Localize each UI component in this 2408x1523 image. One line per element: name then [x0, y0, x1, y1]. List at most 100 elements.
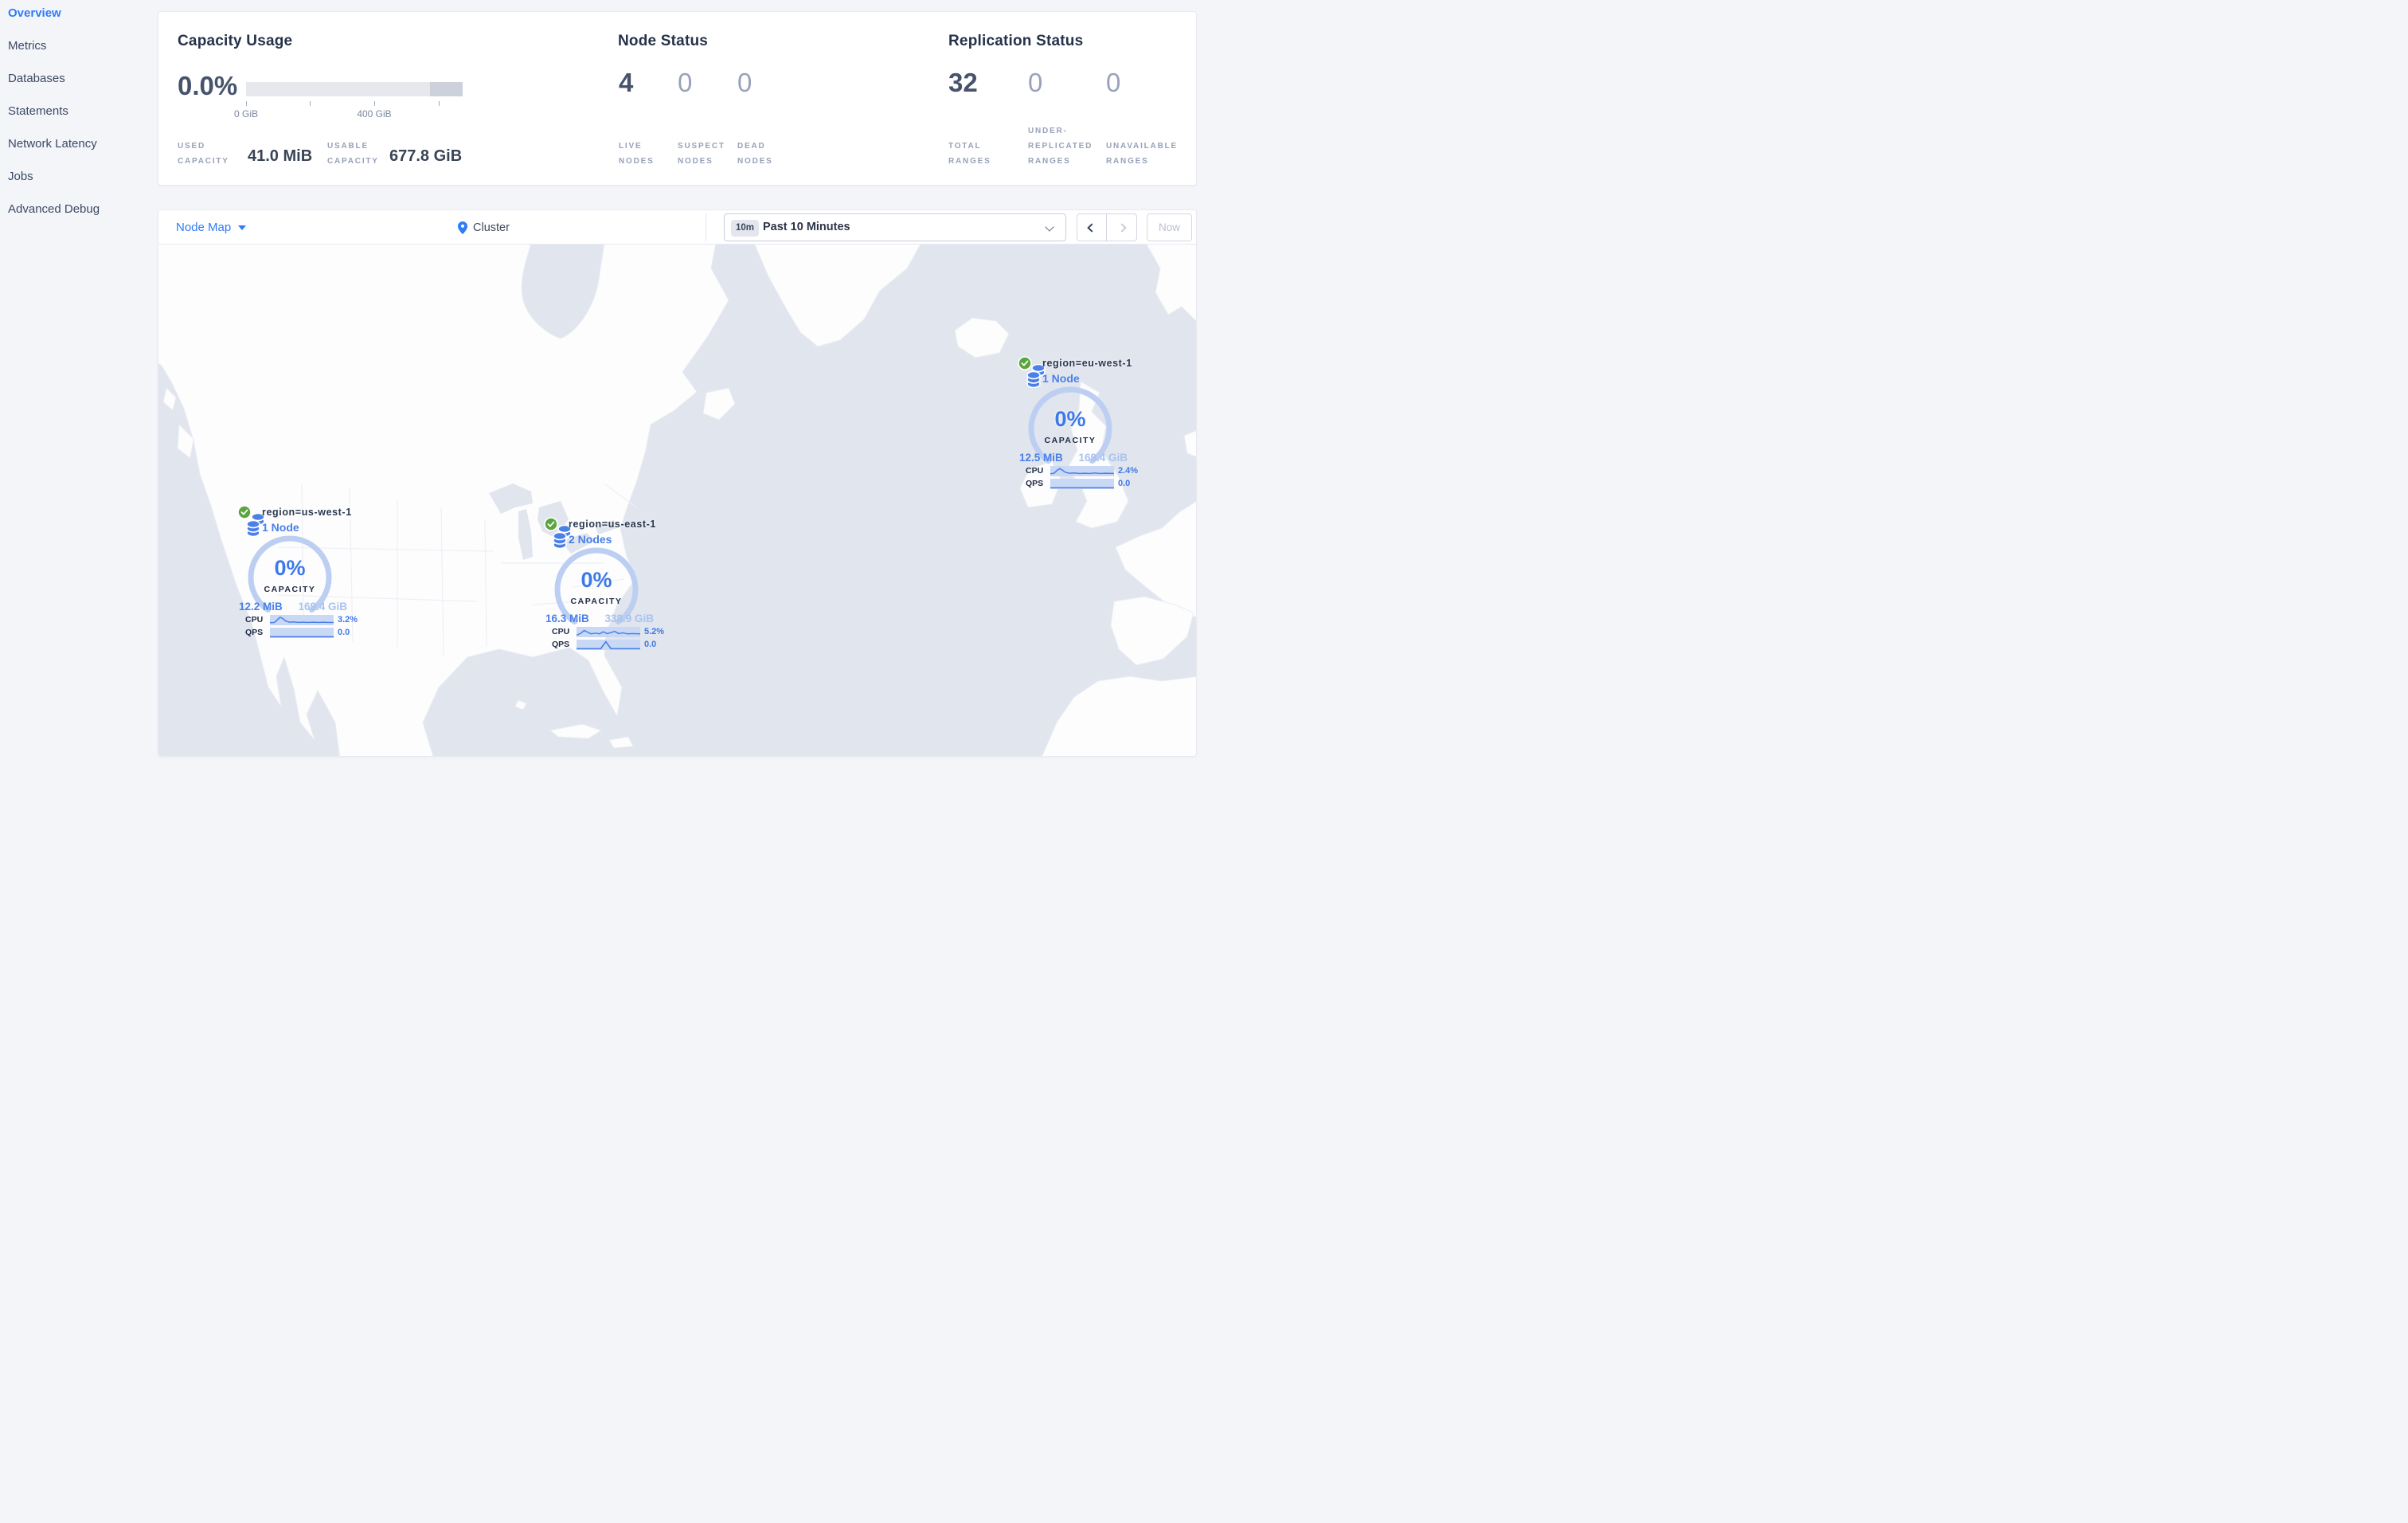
region-label: region=us-east-1: [569, 519, 656, 530]
node-count-label[interactable]: 1 Node: [262, 521, 299, 534]
chevron-down-icon: [238, 225, 247, 231]
cpu-label: CPU: [1026, 466, 1044, 476]
dead-nodes-value: 0: [737, 68, 752, 97]
capacity-usage-bar: [246, 82, 463, 96]
node-count-label[interactable]: 1 Node: [1042, 372, 1080, 385]
dead-nodes-label: DEAD NODES: [737, 142, 773, 166]
capacity-axis-tick: [439, 101, 440, 106]
total-value: 338.9 GiB: [604, 613, 654, 624]
qps-value: 0.0: [338, 628, 350, 637]
total-ranges-value: 32: [948, 68, 978, 97]
map-pin-icon: [458, 221, 467, 234]
suspect-nodes-value: 0: [678, 68, 693, 97]
cpu-sparkline: [269, 615, 334, 625]
database-nodes-icon: [246, 513, 265, 537]
now-button[interactable]: Now: [1147, 213, 1192, 241]
total-value: 169.4 GiB: [1078, 452, 1128, 464]
cpu-sparkline: [1050, 466, 1115, 476]
chevron-right-icon: [1116, 222, 1127, 233]
used-value: 12.5 MiB: [1019, 452, 1063, 464]
view-selector[interactable]: Node Map: [176, 210, 247, 245]
unavailable-ranges-label: UNAVAILABLE RANGES: [1106, 142, 1178, 166]
database-nodes-icon: [553, 525, 572, 549]
live-nodes-label: LIVE NODES: [619, 142, 655, 166]
qps-label: QPS: [245, 628, 264, 637]
sidebar-item-overview[interactable]: Overview: [8, 6, 61, 20]
capacity-values: 16.3 MiB 338.9 GiB: [545, 613, 654, 624]
time-nav-buttons: [1077, 213, 1137, 241]
usable-capacity-label: USABLE CAPACITY: [327, 142, 379, 166]
healthy-check-icon: [237, 505, 252, 519]
world-map: [158, 245, 1196, 756]
capacity-axis-label-0: 0 GiB: [233, 108, 258, 119]
cpu-value: 5.2%: [644, 627, 665, 636]
breadcrumb-label: Cluster: [473, 221, 510, 234]
capacity-values: 12.2 MiB 169.4 GiB: [239, 601, 347, 613]
node-map-card: Node Map Cluster 10m Past 10 Minutes Now: [158, 209, 1197, 757]
sidebar-item-statements[interactable]: Statements: [8, 104, 68, 118]
sidebar-item-databases[interactable]: Databases: [8, 72, 65, 85]
used-capacity-value: 41.0 MiB: [248, 147, 313, 165]
capacity-caption: CAPACITY: [1044, 436, 1096, 445]
sidebar-item-network-latency[interactable]: Network Latency: [8, 137, 97, 151]
capacity-axis-tick: [246, 101, 247, 106]
used-value: 16.3 MiB: [545, 613, 589, 624]
capacity-percent: 0%: [274, 556, 306, 580]
healthy-check-icon: [544, 517, 558, 531]
time-range-badge: 10m: [731, 220, 760, 237]
capacity-values: 12.5 MiB 169.4 GiB: [1019, 452, 1128, 464]
capacity-gauge: [248, 535, 332, 620]
under-replicated-value: 0: [1028, 68, 1043, 97]
sidebar-item-advanced-debug[interactable]: Advanced Debug: [8, 202, 100, 216]
time-range-value: Past 10 Minutes: [763, 221, 850, 233]
qps-sparkline: [1050, 479, 1114, 489]
unavailable-ranges-value: 0: [1106, 68, 1121, 97]
under-replicated-label: UNDER-REPLICATED RANGES: [1028, 127, 1093, 166]
database-nodes-icon: [1026, 364, 1046, 388]
cpu-value: 3.2%: [338, 615, 358, 624]
healthy-check-icon: [1018, 356, 1032, 370]
capacity-axis-label-400: 400 GiB: [357, 108, 392, 119]
qps-sparkline: [270, 628, 334, 638]
capacity-usage-percent: 0.0%: [178, 71, 238, 100]
node-map[interactable]: region=us-west-1 1 Node 0% CAPACITY 12.2…: [158, 245, 1196, 756]
replication-status-title: Replication Status: [948, 33, 1084, 49]
cluster-summary-card: Capacity Usage 0.0% 0 GiB 400 GiB USED C…: [158, 11, 1197, 186]
capacity-gauge: [1028, 386, 1112, 471]
usable-capacity-value: 677.8 GiB: [389, 147, 463, 165]
live-nodes-value: 4: [619, 68, 634, 97]
time-next-button[interactable]: [1107, 213, 1137, 241]
region-label: region=eu-west-1: [1042, 358, 1132, 369]
suspect-nodes-label: SUSPECT NODES: [678, 142, 725, 166]
time-range-dropdown[interactable]: 10m Past 10 Minutes: [724, 213, 1066, 241]
cpu-sparkline: [576, 627, 641, 637]
view-selector-label: Node Map: [176, 221, 232, 234]
qps-value: 0.0: [1118, 479, 1131, 488]
breadcrumb[interactable]: Cluster: [458, 210, 510, 245]
map-toolbar: Node Map Cluster 10m Past 10 Minutes Now: [158, 210, 1196, 245]
time-prev-button[interactable]: [1077, 213, 1107, 241]
capacity-axis-tick: [374, 101, 375, 106]
cpu-value: 2.4%: [1118, 466, 1139, 476]
qps-sparkline: [577, 640, 640, 650]
qps-label: QPS: [552, 640, 570, 649]
capacity-percent: 0%: [1054, 407, 1086, 431]
chevron-down-icon: [1045, 222, 1054, 232]
capacity-usage-title: Capacity Usage: [178, 33, 293, 49]
chevron-left-icon: [1087, 222, 1096, 233]
sidebar-item-jobs[interactable]: Jobs: [8, 170, 33, 183]
region-label: region=us-west-1: [262, 507, 352, 518]
cpu-label: CPU: [552, 627, 570, 636]
sidebar-item-metrics[interactable]: Metrics: [8, 39, 47, 53]
capacity-axis-tick: [310, 101, 311, 106]
total-value: 169.4 GiB: [298, 601, 347, 613]
node-count-label[interactable]: 2 Nodes: [569, 533, 612, 546]
capacity-percent: 0%: [580, 568, 612, 592]
total-ranges-label: TOTAL RANGES: [948, 142, 991, 166]
cpu-label: CPU: [245, 615, 264, 624]
capacity-gauge: [554, 547, 639, 632]
used-capacity-label: USED CAPACITY: [178, 142, 229, 166]
node-status-title: Node Status: [618, 33, 709, 49]
capacity-usage-bar-reserved-segment: [430, 82, 463, 96]
sidebar: Overview Metrics Databases Statements Ne…: [0, 0, 157, 762]
